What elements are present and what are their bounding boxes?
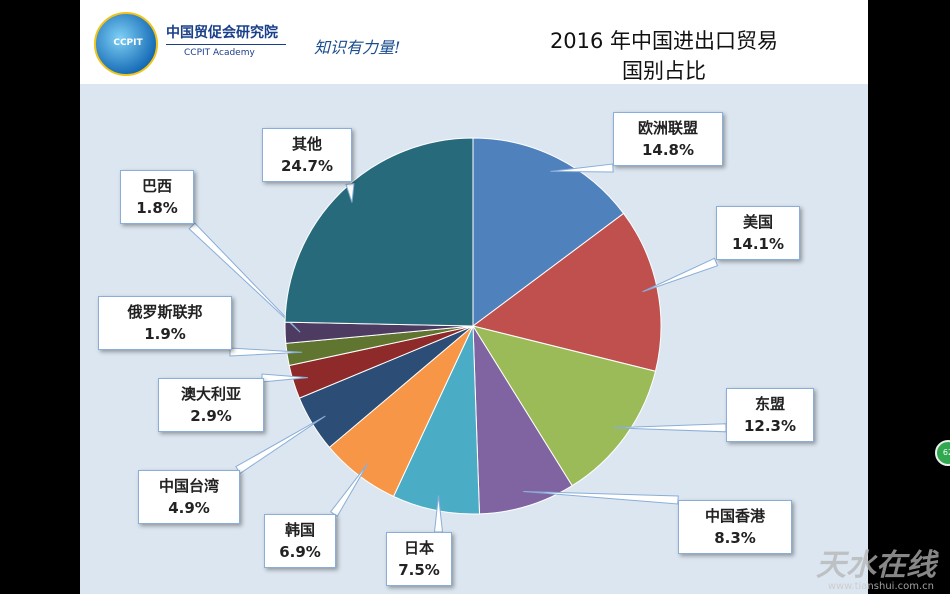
slide-header: CCPIT 中国贸促会研究院 CCPIT Academy 知识有力量! 2016… [80, 0, 868, 83]
callout-label: 东盟 12.3% [726, 388, 814, 442]
pie-slice [284, 137, 474, 327]
slice-label: 巴西 [141, 177, 172, 195]
callout-leader [550, 163, 614, 173]
chart-title-line1: 2016 年中国进出口贸易 [549, 29, 779, 53]
slice-label: 欧洲联盟 [637, 119, 698, 137]
slice-label: 中国台湾 [158, 477, 219, 495]
callout-label: 韩国 6.9% [264, 514, 336, 568]
watermark-url: www.tianshui.com.cn [827, 581, 934, 592]
callout-leader [642, 257, 719, 293]
callout-label: 其他 24.7% [262, 128, 352, 182]
slice-value: 12.3% [743, 417, 797, 435]
pie-slice [471, 325, 657, 487]
slice-label: 俄罗斯联邦 [127, 303, 203, 321]
slice-label: 中国香港 [704, 507, 765, 525]
slice-value: 14.8% [641, 141, 695, 159]
slide: CCPIT 中国贸促会研究院 CCPIT Academy 知识有力量! 2016… [80, 0, 868, 594]
chart-title: 2016 年中国进出口贸易 国别占比 [484, 26, 844, 86]
callout-label: 巴西 1.8% [120, 170, 194, 224]
slice-value: 8.3% [714, 529, 756, 547]
slice-value: 24.7% [280, 157, 334, 175]
slice-label: 其他 [291, 135, 322, 153]
pie-slice [471, 212, 662, 372]
org-name-cn: 中国贸促会研究院 [166, 25, 278, 41]
side-badge[interactable]: 62 [935, 440, 950, 466]
callout-label: 日本 7.5% [386, 532, 452, 586]
org-divider [166, 44, 286, 45]
chart-area: 欧洲联盟 14.8% 美国 14.1% 东盟 12.3% 中国香港 8.3% 日本 7.5% 韩国 6… [80, 84, 868, 594]
slice-label: 澳大利亚 [180, 385, 241, 403]
org-name-en: CCPIT Academy [184, 48, 255, 58]
chart-title-line2: 国别占比 [622, 59, 706, 83]
slogan: 知识有力量! [314, 38, 401, 57]
slice-label: 东盟 [754, 395, 785, 413]
slice-value: 14.1% [731, 235, 785, 253]
pie-slice [472, 137, 625, 327]
pie-chart [188, 137, 727, 533]
logo-text: CCPIT [113, 38, 143, 48]
slice-value: 2.9% [190, 407, 232, 425]
slice-label: 日本 [403, 539, 434, 557]
callout-label: 澳大利亚 2.9% [158, 378, 264, 432]
callout-leader [345, 183, 355, 203]
callout-leader [229, 347, 303, 357]
slice-value: 6.9% [279, 543, 321, 561]
slice-value: 7.5% [398, 561, 440, 579]
callout-leader [188, 222, 301, 333]
slice-value: 1.8% [136, 199, 178, 217]
callout-label: 俄罗斯联邦 1.9% [98, 296, 232, 350]
slice-value: 4.9% [168, 499, 210, 517]
callout-label: 中国香港 8.3% [678, 500, 792, 554]
callout-label: 欧洲联盟 14.8% [613, 112, 723, 166]
slice-label: 韩国 [284, 521, 315, 539]
callout-label: 中国台湾 4.9% [138, 470, 240, 524]
slice-label: 美国 [742, 213, 773, 231]
slice-value: 1.9% [144, 325, 186, 343]
callout-leader [329, 463, 369, 517]
watermark: 天水在线 [816, 548, 936, 583]
callout-label: 美国 14.1% [716, 206, 800, 260]
pie-slice [472, 324, 573, 515]
ccpit-logo: CCPIT [94, 12, 158, 76]
